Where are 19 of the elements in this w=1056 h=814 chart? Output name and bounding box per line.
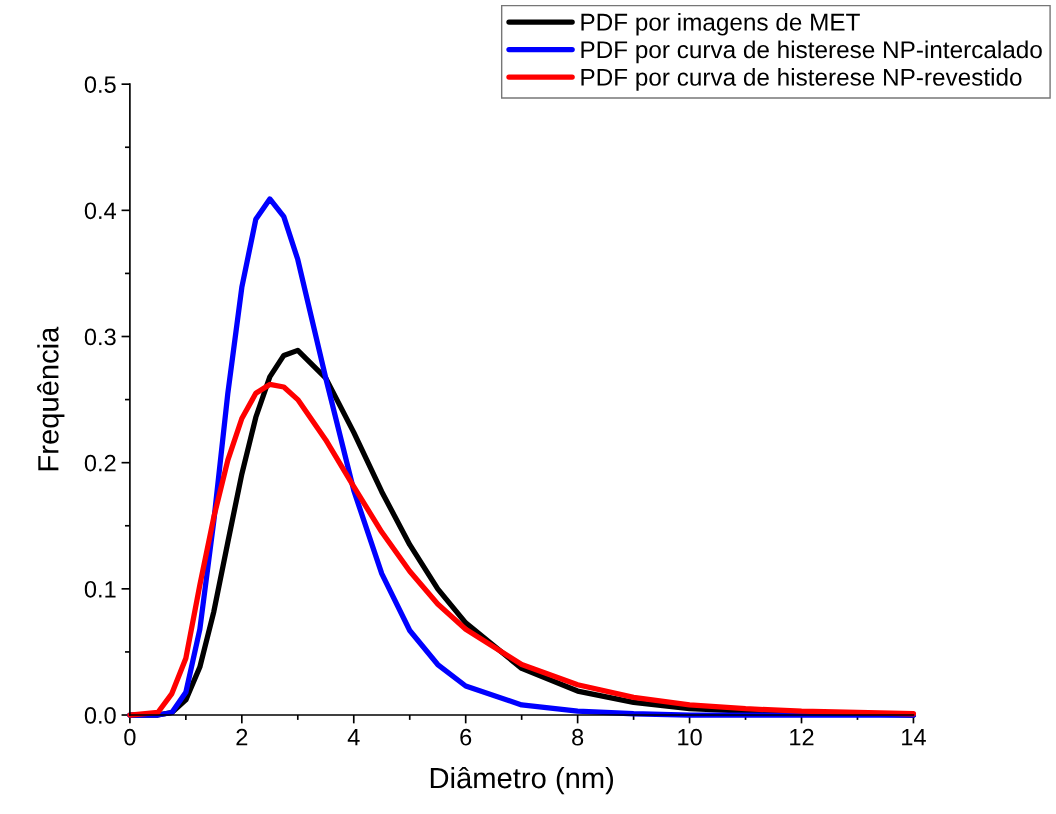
y-tick-label: 0.4 <box>84 202 117 220</box>
x-tick-label: 14 <box>902 729 926 746</box>
y-axis-title: Frequência <box>37 326 65 471</box>
x-tick-label: 2 <box>236 728 248 746</box>
legend-label: PDF por curva de histerese NP-revestido <box>581 68 1022 91</box>
x-tick-label: 8 <box>572 728 584 746</box>
y-tick-label: 0.3 <box>84 328 116 346</box>
legend-label: PDF por curva de histerese NP-intercalado <box>581 40 1042 64</box>
y-tick-label: 0.1 <box>84 580 116 598</box>
y-tick-label: 0.0 <box>84 707 116 724</box>
legend-label: PDF por imagens de MET <box>581 12 860 36</box>
x-tick-label: 4 <box>347 729 360 746</box>
x-tick-label: 12 <box>790 728 814 746</box>
x-tick-label: 0 <box>124 728 136 746</box>
x-tick-label: 6 <box>460 728 472 746</box>
y-tick-label: 0.2 <box>84 454 116 472</box>
x-axis-title: Diâmetro (nm) <box>430 766 614 795</box>
y-tick-label: 0.5 <box>84 76 116 93</box>
x-tick-label: 10 <box>678 728 702 746</box>
